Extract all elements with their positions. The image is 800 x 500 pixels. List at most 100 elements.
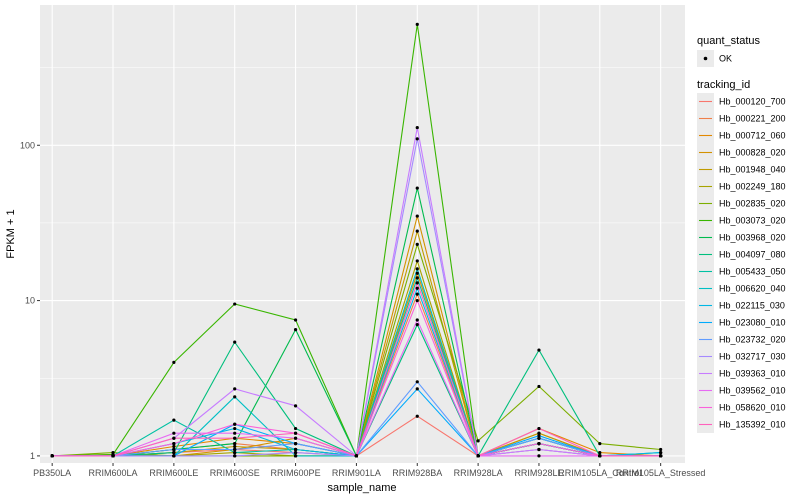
legend-label-hb-006620-040: Hb_006620_040	[719, 284, 786, 294]
legend-label-hb-002249-180: Hb_002249_180	[719, 182, 786, 192]
data-point	[415, 271, 419, 275]
legend-label-hb-001948-040: Hb_001948_040	[719, 165, 786, 175]
x-tick-label: RRIM901LA	[332, 468, 381, 478]
data-point	[293, 441, 298, 446]
legend-label-hb-000828-020: Hb_000828_020	[719, 148, 786, 158]
data-point	[172, 418, 176, 422]
data-point	[659, 451, 663, 455]
data-point	[537, 436, 541, 440]
x-tick-label: RRIM600LE	[149, 468, 198, 478]
data-point	[233, 447, 237, 452]
x-tick-label: RRIM600LA	[89, 468, 138, 478]
data-point	[233, 302, 237, 306]
data-point	[293, 451, 298, 455]
data-point	[172, 447, 176, 452]
y-tick-label: 1	[30, 451, 35, 461]
data-point	[233, 422, 237, 426]
data-point	[233, 431, 237, 435]
data-point	[415, 281, 419, 285]
legend-label-hb-000712-060: Hb_000712_060	[719, 131, 786, 141]
x-axis-title: sample_name	[327, 482, 396, 494]
legend-label-hb-032717-030: Hb_032717_030	[719, 352, 786, 362]
legend-title-tracking-id: tracking_id	[697, 79, 750, 91]
y-axis-title: FPKM + 1	[5, 209, 17, 258]
x-tick-label: PB350LA	[33, 468, 71, 478]
data-point	[415, 286, 419, 290]
data-point	[172, 451, 176, 455]
data-point	[233, 436, 237, 440]
legend-label-hb-002835-020: Hb_002835_020	[719, 199, 786, 209]
data-point	[415, 214, 419, 218]
data-point	[233, 426, 237, 431]
data-point	[415, 267, 419, 271]
data-point	[659, 447, 663, 452]
data-point	[172, 436, 176, 440]
data-point	[415, 242, 419, 246]
x-tick-label: RRIM105LA_Stressed	[616, 468, 706, 478]
data-point	[233, 451, 237, 455]
data-point	[537, 426, 541, 431]
data-point	[172, 431, 176, 435]
data-point	[415, 276, 419, 280]
legend-label-hb-023732-020: Hb_023732_020	[719, 335, 786, 345]
data-point	[415, 259, 419, 263]
y-tick-label: 100	[20, 140, 35, 150]
x-tick-label: RRIM928BA	[392, 468, 442, 478]
data-point	[598, 451, 602, 455]
data-point	[293, 436, 298, 440]
data-point	[233, 387, 237, 391]
legend-label-hb-005433-050: Hb_005433_050	[719, 267, 786, 277]
legend-label-hb-058620-010: Hb_058620_010	[719, 403, 786, 413]
data-point	[415, 298, 419, 303]
data-point	[293, 447, 298, 452]
data-point	[415, 292, 419, 296]
data-point	[537, 431, 541, 435]
data-point	[293, 454, 298, 458]
data-point	[233, 454, 237, 458]
legend-label-hb-003073-020: Hb_003073_020	[719, 216, 786, 226]
data-point	[233, 444, 237, 449]
x-tick-label: RRIM600SE	[210, 468, 260, 478]
data-point	[172, 360, 176, 364]
legend-label-hb-135392-010: Hb_135392_010	[719, 420, 786, 430]
data-point	[172, 441, 176, 446]
legend-label-hb-003968-020: Hb_003968_020	[719, 233, 786, 243]
data-point	[537, 454, 541, 458]
x-tick-label: RRIM105LA_Control	[558, 468, 641, 478]
data-point	[415, 414, 419, 418]
data-point	[415, 318, 419, 322]
data-point	[476, 454, 480, 458]
data-point	[172, 454, 176, 458]
legend-title-quant-status: quant_status	[697, 35, 760, 47]
legend-label-quant-status: OK	[719, 54, 732, 64]
x-tick-label: RRIM600PE	[271, 468, 321, 478]
data-point	[293, 318, 298, 322]
legend-label-hb-023080-010: Hb_023080_010	[719, 318, 786, 328]
data-point	[293, 431, 298, 435]
legend-label-hb-000120-700: Hb_000120_700	[719, 97, 786, 107]
legend-label-hb-004097-080: Hb_004097_080	[719, 250, 786, 260]
y-axis: 1 10 100	[20, 140, 40, 461]
data-point	[415, 323, 419, 327]
data-point	[598, 441, 602, 446]
data-point	[537, 348, 541, 352]
legend-label-hb-039363-010: Hb_039363_010	[719, 369, 786, 379]
data-point	[537, 447, 541, 452]
data-points	[50, 22, 663, 458]
data-point	[172, 444, 176, 449]
data-point	[354, 454, 359, 458]
legend-key-point	[703, 56, 708, 61]
plot-panel	[40, 5, 685, 463]
y-tick-label: 10	[25, 296, 35, 306]
data-point	[50, 454, 54, 458]
data-point	[415, 22, 419, 27]
grid-lines	[40, 5, 685, 463]
legend-label-hb-000221-200: Hb_000221_200	[719, 114, 786, 124]
x-tick-label: RRIM928LA	[454, 468, 503, 478]
data-point	[111, 454, 115, 458]
x-tick-label: RRIM928LE	[514, 468, 563, 478]
data-point	[415, 380, 419, 384]
data-point	[537, 434, 541, 438]
data-point	[233, 441, 237, 446]
